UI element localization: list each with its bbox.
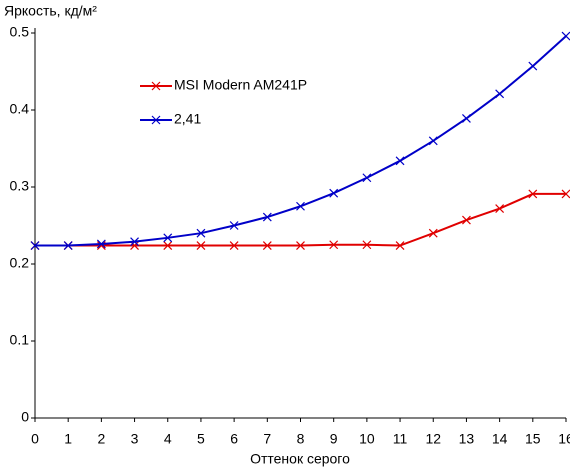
x-tick-label: 15: [525, 431, 541, 447]
y-tick-label: 0: [21, 409, 29, 425]
point-marker: [362, 173, 372, 183]
point-marker: [395, 241, 405, 250]
point-marker: [151, 115, 161, 125]
point-marker: [329, 240, 339, 250]
y-tick-label: 0.1: [10, 332, 30, 348]
point-marker: [561, 189, 570, 199]
x-tick-label: 8: [297, 431, 305, 447]
x-tick-label: 6: [230, 431, 238, 447]
x-tick-label: 0: [31, 431, 39, 447]
point-marker: [196, 228, 206, 238]
x-tick-label: 4: [164, 431, 172, 447]
point-marker: [462, 114, 471, 123]
x-tick-label: 7: [263, 431, 271, 447]
point-marker: [229, 221, 239, 230]
y-tick-label: 0.2: [10, 255, 30, 271]
point-marker: [561, 31, 570, 41]
point-marker: [229, 241, 239, 250]
x-tick-label: 9: [330, 431, 338, 447]
x-tick-label: 14: [492, 431, 508, 447]
point-marker: [495, 204, 505, 213]
x-tick-label: 1: [64, 431, 72, 447]
y-axis-label: Яркость, кд/м²: [4, 3, 97, 19]
y-tick-label: 0.3: [10, 178, 30, 194]
point-marker: [130, 237, 139, 247]
point-marker: [395, 156, 405, 166]
point-marker: [329, 188, 339, 198]
point-marker: [296, 201, 305, 211]
x-tick-label: 3: [131, 431, 139, 447]
point-marker: [495, 89, 505, 99]
point-marker: [362, 240, 372, 250]
point-marker: [196, 241, 206, 250]
series-line: [35, 192, 566, 247]
x-tick-label: 16: [558, 431, 570, 447]
point-marker: [30, 241, 40, 250]
point-marker: [163, 233, 173, 243]
point-marker: [262, 241, 272, 250]
legend-label: 2,41: [174, 111, 201, 127]
point-marker: [96, 239, 106, 249]
point-marker: [462, 215, 471, 225]
point-marker: [528, 61, 538, 71]
x-tick-label: 5: [197, 431, 205, 447]
y-tick-label: 0.5: [10, 24, 30, 40]
point-marker: [63, 241, 73, 250]
x-tick-label: 11: [393, 431, 408, 447]
legend-label: MSI Modern AM241P: [174, 77, 307, 93]
point-marker: [296, 241, 305, 250]
point-marker: [428, 228, 438, 238]
point-marker: [151, 81, 161, 91]
x-tick-label: 12: [425, 431, 441, 447]
point-marker: [428, 136, 438, 146]
x-tick-label: 2: [97, 431, 105, 447]
point-marker: [528, 189, 538, 199]
point-marker: [262, 212, 272, 222]
point-marker: [163, 241, 173, 250]
y-tick-label: 0.4: [10, 101, 30, 117]
x-tick-label: 13: [459, 431, 475, 447]
x-tick-label: 10: [359, 431, 375, 447]
x-axis-label: Оттенок серого: [250, 451, 350, 467]
